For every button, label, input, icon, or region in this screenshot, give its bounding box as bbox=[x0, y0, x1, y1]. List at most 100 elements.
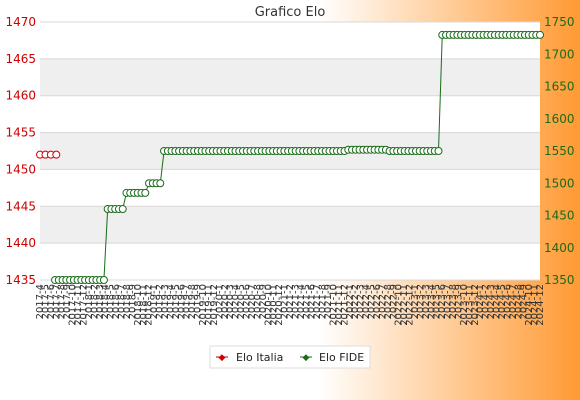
x-tick-label: 2017-9 bbox=[62, 284, 73, 319]
legend: ◆ Elo Italia ◆ Elo FIDE bbox=[209, 345, 371, 369]
x-tick-label: 2023-12 bbox=[470, 284, 481, 326]
x-tick-label: 2023-10 bbox=[459, 284, 470, 326]
gridlines bbox=[40, 21, 540, 281]
x-tick-label: 2022-12 bbox=[405, 284, 416, 326]
x-tick-label: 2021-12 bbox=[339, 284, 350, 326]
right-axis-ticks: 1350 1400 1450 1500 1550 1600 1650 1700 1750 bbox=[544, 15, 575, 287]
x-tick-label: 2022-5 bbox=[367, 284, 378, 319]
right-tick-label: 1450 bbox=[544, 209, 575, 223]
x-tick-label: 2017-10 bbox=[68, 284, 79, 326]
left-axis-ticks: 1435 1440 1445 1450 1455 1460 1465 1470 bbox=[5, 15, 36, 287]
left-tick-label: 1445 bbox=[5, 199, 36, 213]
x-tick-label: 2017-7 bbox=[51, 284, 62, 319]
x-tick-label: 2020-7 bbox=[247, 284, 258, 319]
x-tick-label: 2019-3 bbox=[160, 284, 171, 319]
x-axis-ticks: 2017-42017-52017-62017-72017-82017-92017… bbox=[35, 284, 546, 326]
left-tick-label: 1450 bbox=[5, 162, 36, 176]
x-tick-label: 2022-4 bbox=[361, 284, 372, 319]
legend-box bbox=[209, 345, 371, 369]
x-tick-label: 2022-1 bbox=[345, 284, 356, 319]
right-tick-label: 1400 bbox=[544, 241, 575, 255]
x-tick-label: 2020-12 bbox=[274, 284, 285, 326]
left-tick-label: 1465 bbox=[5, 52, 36, 66]
x-tick-label: 2023-2 bbox=[415, 284, 426, 319]
x-tick-label: 2018-6 bbox=[111, 284, 122, 319]
x-tick-label: 2024-9 bbox=[519, 284, 530, 319]
right-tick-label: 1700 bbox=[544, 47, 575, 61]
x-tick-label: 2020-8 bbox=[252, 284, 263, 319]
x-tick-label: 2018-1 bbox=[84, 284, 95, 319]
right-tick-label: 1600 bbox=[544, 112, 575, 126]
x-tick-label: 2020-6 bbox=[242, 284, 253, 319]
data-point bbox=[118, 205, 127, 214]
x-tick-label: 2024-10 bbox=[524, 284, 535, 326]
x-tick-label: 2024-4 bbox=[492, 284, 503, 319]
data-point bbox=[141, 188, 150, 197]
x-tick-label: 2018-5 bbox=[106, 284, 117, 319]
data-point bbox=[434, 147, 443, 155]
legend-item-italia[interactable]: ◆ Elo Italia bbox=[216, 351, 283, 364]
legend-fide-label: Elo FIDE bbox=[319, 351, 364, 364]
x-tick-label: 2020-5 bbox=[236, 284, 247, 319]
right-tick-label: 1750 bbox=[544, 15, 575, 29]
x-tick-label: 2018-2 bbox=[89, 284, 100, 319]
x-tick-label: 2019-10 bbox=[198, 284, 209, 326]
x-tick-label: 2021-2 bbox=[285, 284, 296, 319]
x-tick-label: 2023-3 bbox=[421, 284, 432, 319]
x-tick-label: 2024-3 bbox=[486, 284, 497, 319]
data-point bbox=[156, 179, 165, 188]
right-tick-label: 1500 bbox=[544, 176, 575, 190]
x-tick-label: 2021-11 bbox=[334, 284, 345, 326]
x-tick-label: 2019-9 bbox=[193, 284, 204, 319]
x-tick-label: 2020-4 bbox=[231, 284, 242, 319]
x-tick-label: 2021-9 bbox=[323, 284, 334, 319]
right-tick-label: 1650 bbox=[544, 80, 575, 94]
x-tick-label: 2023-8 bbox=[448, 284, 459, 319]
x-tick-label: 2019-12 bbox=[209, 284, 220, 326]
x-tick-label: 2019-2 bbox=[155, 284, 166, 319]
x-tick-label: 2017-4 bbox=[35, 284, 46, 319]
x-tick-label: 2019-8 bbox=[187, 284, 198, 319]
x-tick-label: 2024-12 bbox=[535, 284, 546, 326]
x-tick-label: 2021-5 bbox=[301, 284, 312, 319]
data-point bbox=[52, 150, 61, 159]
right-tick-label: 1350 bbox=[544, 273, 575, 287]
right-tick-label: 1550 bbox=[544, 144, 575, 158]
x-tick-label: 2018-12 bbox=[144, 284, 155, 326]
legend-italia-label: Elo Italia bbox=[236, 351, 283, 364]
x-tick-label: 2020-11 bbox=[269, 284, 280, 326]
x-tick-label: 2018-7 bbox=[117, 284, 128, 319]
x-tick-label: 2023-9 bbox=[453, 284, 464, 319]
left-tick-label: 1455 bbox=[5, 126, 36, 140]
x-tick-label: 2024-8 bbox=[513, 284, 524, 319]
x-tick-label: 2022-2 bbox=[350, 284, 361, 319]
legend-item-fide[interactable]: ◆ Elo FIDE bbox=[300, 351, 364, 364]
x-tick-label: 2021-1 bbox=[280, 284, 291, 319]
series-layer bbox=[36, 30, 544, 284]
x-tick-label: 2020-2 bbox=[220, 284, 231, 319]
series-italia bbox=[36, 150, 61, 159]
x-tick-label: 2023-7 bbox=[443, 284, 454, 319]
x-tick-label: 2021-8 bbox=[318, 284, 329, 319]
x-tick-label: 2024-5 bbox=[497, 284, 508, 319]
series-fide bbox=[51, 30, 544, 284]
x-tick-label: 2022-10 bbox=[394, 284, 405, 326]
x-tick-label: 2019-11 bbox=[203, 284, 214, 326]
x-tick-label: 2019-1 bbox=[149, 284, 160, 319]
legend-italia-marker: ◆ bbox=[219, 353, 226, 363]
x-tick-label: 2017-5 bbox=[40, 284, 51, 319]
legend-fide-marker: ◆ bbox=[303, 353, 310, 363]
x-tick-label: 2021-4 bbox=[296, 284, 307, 319]
x-tick-label: 2017-12 bbox=[78, 284, 89, 326]
x-tick-label: 2020-1 bbox=[214, 284, 225, 319]
x-tick-label: 2018-3 bbox=[95, 284, 106, 319]
x-tick-label: 2022-7 bbox=[377, 284, 388, 319]
left-tick-label: 1435 bbox=[5, 273, 36, 287]
plot-band bbox=[40, 58, 540, 96]
x-tick-label: 2018-11 bbox=[138, 284, 149, 326]
x-tick-label: 2023-11 bbox=[464, 284, 475, 326]
x-tick-label: 2019-5 bbox=[171, 284, 182, 319]
x-tick-label: 2018-4 bbox=[100, 284, 111, 319]
x-tick-label: 2024-7 bbox=[508, 284, 519, 319]
